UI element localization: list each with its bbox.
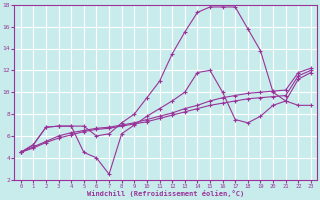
X-axis label: Windchill (Refroidissement éolien,°C): Windchill (Refroidissement éolien,°C): [87, 190, 244, 197]
